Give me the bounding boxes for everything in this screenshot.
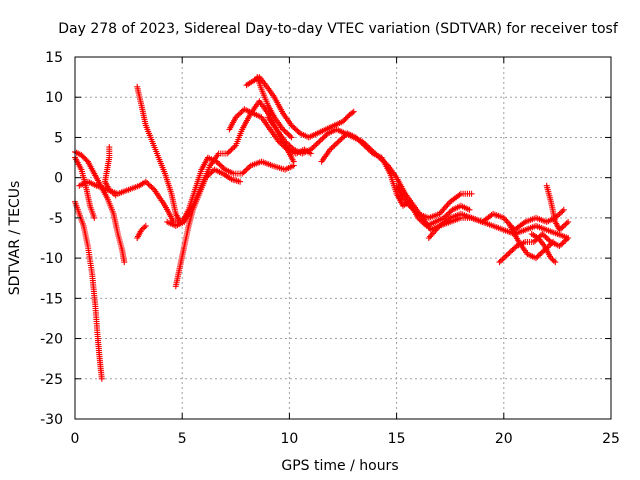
series-arc-2 — [72, 198, 105, 382]
series-markers — [543, 182, 572, 233]
x-tick-label: 10 — [280, 431, 298, 447]
series-arc-15 — [393, 182, 475, 221]
plot-frame — [74, 56, 612, 420]
series-markers — [393, 182, 475, 221]
y-tick-label: 10 — [45, 90, 63, 106]
series-arc-20 — [528, 231, 559, 266]
series-arc-19 — [543, 182, 572, 233]
series-markers — [72, 198, 105, 382]
x-tick-label: 25 — [602, 431, 620, 447]
series-markers — [72, 154, 98, 221]
series-markers — [134, 222, 149, 241]
y-axis-label: SDTVAR / TECUs — [7, 181, 23, 296]
y-tick-label: -20 — [40, 332, 63, 348]
y-tick-label: -30 — [40, 412, 63, 428]
series-arc-6 — [134, 83, 184, 225]
x-tick-label: 5 — [178, 431, 187, 447]
series-markers — [102, 144, 119, 199]
series-arc-5 — [102, 144, 119, 199]
x-tick-label: 0 — [71, 431, 80, 447]
x-tick-label: 15 — [388, 431, 406, 447]
grid-layer — [75, 57, 611, 419]
series-arc-16 — [425, 206, 567, 241]
series-arc-8 — [172, 166, 244, 290]
ticks-layer — [74, 56, 612, 420]
chart-title: Day 278 of 2023, Sidereal Day-to-day VTE… — [58, 21, 619, 37]
y-tick-label: 15 — [45, 50, 63, 66]
x-axis-label: GPS time / hours — [281, 458, 398, 474]
data-points-layer — [72, 74, 572, 382]
series-arc-3 — [72, 154, 98, 221]
series-markers — [507, 222, 557, 262]
series-markers — [172, 166, 244, 290]
y-tick-label: -5 — [49, 211, 63, 227]
series-arc-18 — [507, 222, 557, 262]
series-markers — [528, 231, 559, 266]
x-tick-label: 20 — [495, 431, 513, 447]
series-markers — [425, 206, 567, 241]
tick-labels-layer: 0 5 10 15 20 25 -30 -25 -20 -15 -10 -5 0 5 10 15 — [40, 50, 620, 447]
y-tick-label: -15 — [40, 291, 63, 307]
series-markers — [134, 83, 184, 225]
y-tick-label: 0 — [54, 171, 63, 187]
series-markers — [254, 74, 295, 141]
series-arc-7 — [134, 222, 149, 241]
y-tick-label: -10 — [40, 251, 63, 267]
series-arc-12 — [254, 74, 295, 141]
y-tick-label: 5 — [54, 130, 63, 146]
y-tick-label: -25 — [40, 372, 63, 388]
